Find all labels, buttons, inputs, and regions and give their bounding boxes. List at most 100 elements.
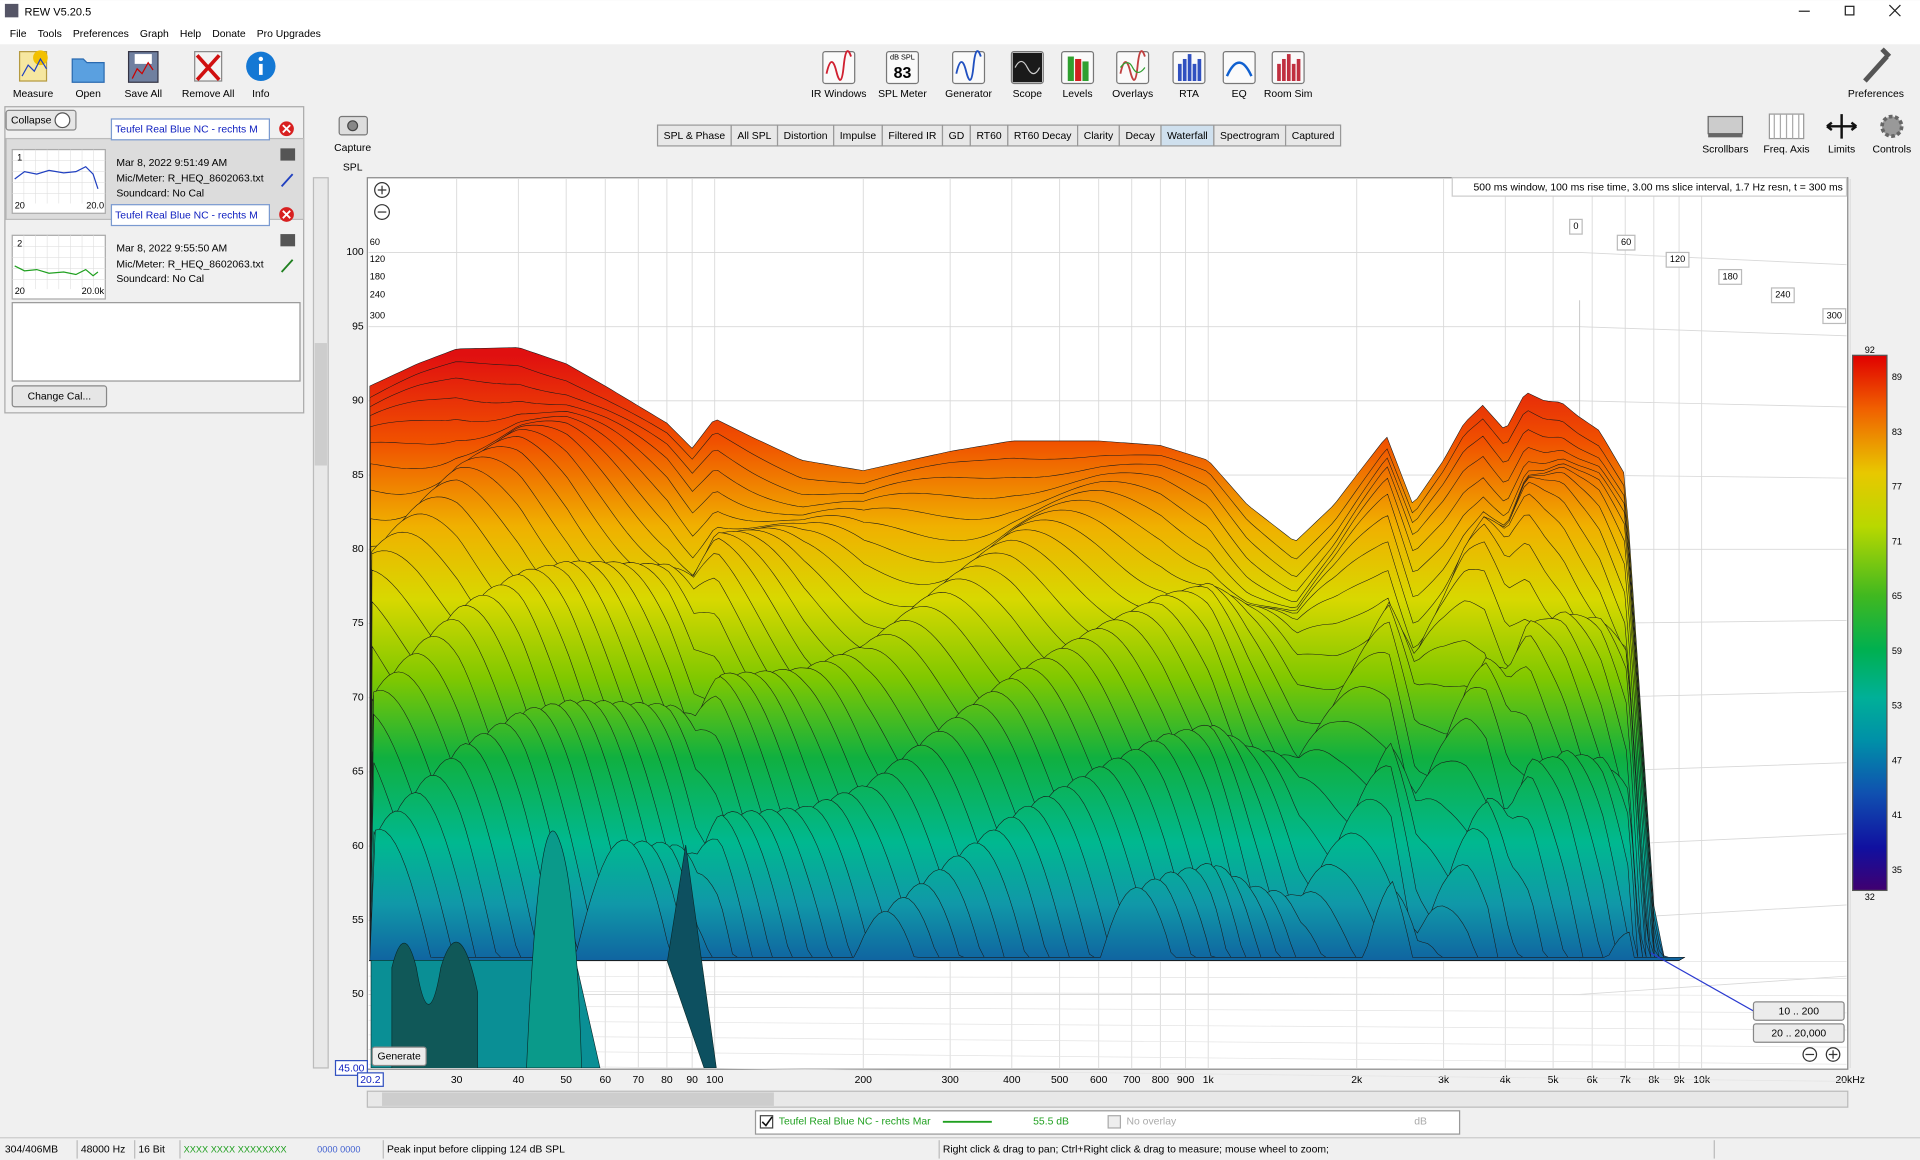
legend-level: 55.5 dB xyxy=(1033,1117,1069,1128)
tab-label[interactable]: SPL & Phase xyxy=(664,131,726,142)
x-tick-label: 70 xyxy=(632,1075,644,1086)
measurement-tool[interactable] xyxy=(280,148,296,161)
icon-part xyxy=(1225,61,1253,77)
toolbar-button[interactable]: Save All xyxy=(124,89,162,100)
menu-item[interactable]: Graph xyxy=(140,29,169,40)
color-scale-label: 77 xyxy=(1892,482,1902,492)
icon-part xyxy=(71,58,105,83)
overlay-label: No overlay xyxy=(1127,1117,1177,1128)
generate-button[interactable] xyxy=(371,1046,427,1067)
measurement-name-field[interactable] xyxy=(110,118,270,141)
capture-button[interactable]: Capture xyxy=(334,143,371,154)
waterfall-slice xyxy=(369,828,1685,961)
toolbar-button[interactable]: Controls xyxy=(1872,144,1911,155)
overlay-checkbox[interactable] xyxy=(1107,1115,1122,1129)
menu-item[interactable]: Help xyxy=(180,29,202,40)
measurement-name[interactable]: Teufel Real Blue NC - rechts M xyxy=(115,210,258,221)
legend-name: Teufel Real Blue NC - rechts Mar xyxy=(779,1117,931,1128)
menu-item[interactable]: Pro Upgrades xyxy=(257,29,321,40)
toolbar-button[interactable]: Scope xyxy=(1013,89,1043,100)
tab-label[interactable]: GD xyxy=(949,131,965,142)
time-label-box xyxy=(1770,287,1795,304)
window-controls[interactable] xyxy=(1798,4,1901,17)
toolbar-button[interactable]: Open xyxy=(75,89,101,100)
tab-label[interactable]: Captured xyxy=(1292,131,1335,142)
toolbar-button[interactable]: Scrollbars xyxy=(1702,144,1748,155)
y-min-field[interactable] xyxy=(334,1060,368,1076)
tab-label[interactable]: Distortion xyxy=(784,131,828,142)
legend-checkbox[interactable] xyxy=(759,1115,774,1129)
tab-label[interactable]: Impulse xyxy=(840,131,877,142)
generate-label[interactable]: Generate xyxy=(378,1052,422,1063)
change-cal-label[interactable]: Change Cal... xyxy=(28,392,92,403)
toolbar-button[interactable]: EQ xyxy=(1232,89,1247,100)
menu-item[interactable]: Tools xyxy=(38,29,62,40)
thumb-trace xyxy=(14,265,99,277)
waterfall-tail xyxy=(391,941,478,1068)
toolbar-icon xyxy=(127,51,159,83)
toolbar-button[interactable]: Preferences xyxy=(1848,89,1904,100)
v-scrollbar[interactable] xyxy=(312,177,329,1069)
floor-grid xyxy=(368,1005,1847,1014)
toolbar-button[interactable]: Freq. Axis xyxy=(1763,144,1809,155)
tab-label[interactable]: Filtered IR xyxy=(888,131,936,142)
color-scale-label: 35 xyxy=(1892,865,1902,875)
collapse-label[interactable]: Collapse xyxy=(11,116,52,127)
h-scroll-thumb[interactable] xyxy=(382,1092,774,1106)
graph-tab[interactable] xyxy=(1284,124,1342,147)
icon-part xyxy=(195,54,221,82)
range-button[interactable] xyxy=(1752,1001,1845,1021)
icon-part xyxy=(282,124,291,134)
v-scroll-thumb[interactable] xyxy=(314,343,327,466)
tab-label[interactable]: Decay xyxy=(1125,131,1155,142)
x-tick-label: 600 xyxy=(1090,1075,1108,1086)
info-box xyxy=(1451,177,1848,197)
toolbar-button[interactable]: SPL Meter xyxy=(878,89,927,100)
tab-label[interactable]: Waterfall xyxy=(1167,131,1208,142)
menu-item[interactable]: Donate xyxy=(212,29,246,40)
rta-bar xyxy=(1286,54,1291,82)
measurement-name[interactable]: Teufel Real Blue NC - rechts M xyxy=(115,125,258,136)
toolbar-button[interactable]: Limits xyxy=(1828,144,1855,155)
scrollbars-icon xyxy=(1707,115,1744,135)
icon-part xyxy=(258,63,263,75)
toolbar-button[interactable]: Remove All xyxy=(182,89,235,100)
tab-label[interactable]: RT60 xyxy=(976,131,1001,142)
icon-part xyxy=(21,57,48,77)
menu-item[interactable]: Preferences xyxy=(73,29,129,40)
toolbar-button[interactable]: Room Sim xyxy=(1264,89,1313,100)
toolbar-button[interactable]: Generator xyxy=(945,89,992,100)
x-tick-label: 90 xyxy=(686,1075,698,1086)
title-bar xyxy=(0,0,1920,24)
notes-box[interactable] xyxy=(11,302,301,382)
color-scale-label: 47 xyxy=(1892,755,1902,765)
toolbar-button[interactable]: Measure xyxy=(13,89,54,100)
icon-part xyxy=(885,51,919,85)
toolbar-button[interactable]: RTA xyxy=(1179,89,1199,100)
tab-label[interactable]: All SPL xyxy=(737,131,771,142)
menu-item[interactable]: File xyxy=(10,29,27,40)
icon-part xyxy=(822,51,856,85)
waterfall-tail xyxy=(667,845,717,1068)
tab-label[interactable]: Clarity xyxy=(1084,131,1114,142)
y-tick-label: 95 xyxy=(352,321,364,332)
x-min-field[interactable] xyxy=(356,1072,384,1087)
change-cal-button[interactable] xyxy=(11,385,108,408)
toolbar-button[interactable]: Levels xyxy=(1063,89,1093,100)
measurement-mic: Mic/Meter: R_HEQ_8602063.txt xyxy=(116,174,263,185)
range-button-label[interactable]: 20 .. 20,000 xyxy=(1771,1028,1826,1039)
toolbar-button[interactable]: Overlays xyxy=(1112,89,1153,100)
color-scale-label: 59 xyxy=(1892,646,1902,656)
measurement-name-field[interactable] xyxy=(110,204,270,227)
tab-label[interactable]: Spectrogram xyxy=(1220,131,1279,142)
icon-part xyxy=(1014,60,1041,75)
thumb-axis: 20.0k xyxy=(82,286,105,296)
measurement-tool[interactable] xyxy=(280,234,296,247)
range-button[interactable] xyxy=(1752,1023,1845,1043)
measurement-soundcard: Soundcard: No Cal xyxy=(116,188,204,199)
time-label-box xyxy=(1718,268,1743,285)
toolbar-button[interactable]: Info xyxy=(252,89,270,100)
range-button-label[interactable]: 10 .. 200 xyxy=(1779,1006,1820,1017)
tab-label[interactable]: RT60 Decay xyxy=(1014,131,1072,142)
toolbar-button[interactable]: IR Windows xyxy=(811,89,866,100)
